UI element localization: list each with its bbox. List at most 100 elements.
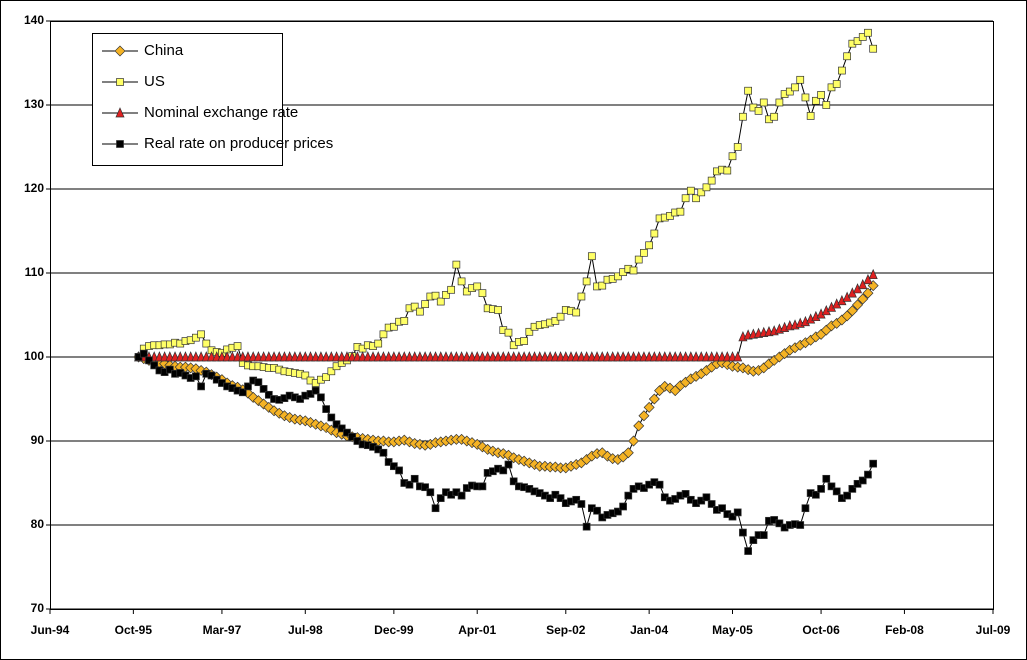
marker: [478, 289, 487, 298]
marker: [822, 101, 831, 109]
marker: [327, 367, 336, 376]
marker: [165, 365, 174, 374]
marker: [619, 502, 627, 511]
marker: [509, 477, 518, 486]
marker: [197, 330, 205, 339]
y-tick-label: 100: [24, 349, 44, 363]
marker: [473, 282, 482, 291]
marker: [426, 488, 435, 497]
marker: [332, 420, 341, 429]
marker: [593, 506, 601, 515]
marker: [390, 322, 398, 331]
marker: [628, 435, 640, 447]
marker: [858, 33, 867, 41]
marker: [754, 107, 763, 115]
marker: [686, 186, 695, 195]
marker: [442, 290, 450, 299]
marker: [806, 112, 815, 120]
marker: [348, 432, 357, 441]
marker: [374, 339, 383, 348]
marker: [457, 491, 466, 500]
marker: [264, 390, 273, 399]
marker: [775, 519, 784, 528]
marker: [629, 266, 638, 275]
marker: [405, 480, 414, 489]
marker: [624, 491, 633, 500]
marker: [707, 500, 716, 508]
marker: [238, 388, 247, 397]
marker: [614, 507, 622, 516]
x-tick-label: Oct-06: [802, 623, 840, 637]
marker: [572, 495, 581, 504]
marker: [733, 143, 742, 151]
marker: [614, 272, 622, 281]
marker: [327, 413, 336, 422]
marker: [846, 305, 858, 317]
marker: [863, 273, 873, 285]
marker: [749, 536, 758, 544]
marker: [832, 80, 841, 88]
marker: [733, 508, 742, 517]
marker: [577, 292, 586, 301]
x-tick-label: Jun-94: [31, 623, 70, 637]
marker: [785, 87, 794, 96]
x-tick-label: Jul-98: [288, 623, 323, 637]
x-tick-label: Apr-01: [458, 623, 496, 637]
legend-marker: [114, 45, 126, 57]
x-tick-label: Jan-04: [630, 623, 668, 637]
y-tick-label: 140: [24, 13, 44, 27]
marker: [697, 188, 706, 197]
marker: [848, 485, 857, 493]
marker: [457, 277, 466, 286]
marker: [728, 152, 737, 161]
legend-marker: [116, 78, 124, 86]
marker: [577, 500, 586, 508]
marker: [447, 285, 456, 294]
marker: [702, 493, 711, 502]
marker: [853, 37, 862, 46]
y-tick-label: 70: [31, 601, 45, 615]
marker: [843, 491, 851, 500]
marker: [770, 112, 779, 121]
y-tick-label: 80: [31, 517, 45, 531]
x-tick-label: Sep-02: [546, 623, 586, 637]
x-tick-label: May-05: [712, 623, 753, 637]
marker: [390, 462, 398, 471]
marker: [862, 287, 874, 299]
marker: [582, 277, 591, 286]
marker: [868, 268, 878, 280]
marker: [452, 260, 461, 269]
marker: [379, 448, 388, 457]
legend-label: China: [144, 42, 184, 59]
marker: [436, 297, 445, 306]
marker: [525, 327, 534, 336]
x-tick-label: Feb-08: [885, 623, 924, 637]
y-tick-label: 110: [25, 265, 45, 279]
marker: [801, 504, 810, 513]
marker: [739, 528, 747, 537]
marker: [317, 393, 325, 402]
marker: [572, 308, 581, 317]
marker: [744, 86, 752, 95]
legend-marker: [115, 107, 125, 118]
marker: [759, 531, 768, 539]
marker: [718, 504, 726, 513]
marker: [633, 420, 645, 432]
marker: [838, 66, 846, 75]
marker: [864, 28, 872, 37]
marker: [648, 393, 660, 405]
marker: [197, 382, 205, 391]
marker: [858, 476, 867, 485]
marker: [638, 410, 650, 422]
marker: [431, 291, 440, 300]
marker: [322, 373, 330, 382]
marker: [379, 330, 388, 339]
marker: [622, 447, 634, 459]
marker: [244, 382, 252, 391]
marker: [640, 248, 648, 257]
marker: [822, 474, 831, 483]
marker: [431, 504, 440, 513]
marker: [504, 460, 513, 469]
x-tick-label: Jul-09: [976, 623, 1011, 637]
